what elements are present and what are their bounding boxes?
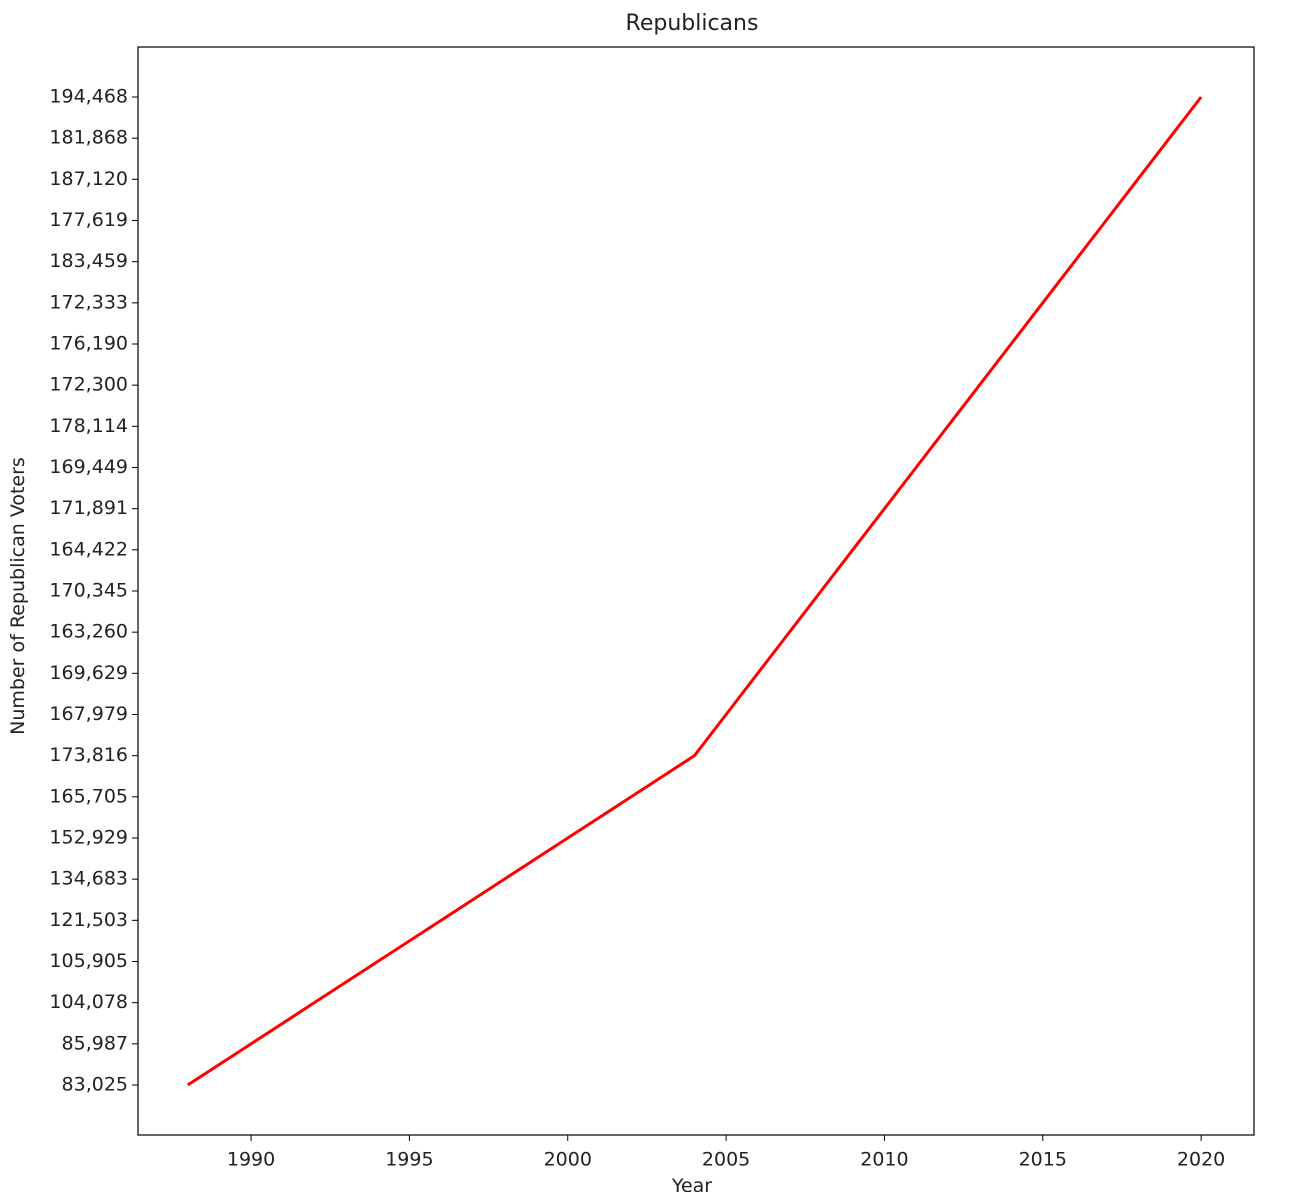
- y-tick-label: 134,683: [49, 868, 128, 890]
- y-tick-label: 172,300: [49, 374, 128, 396]
- x-tick-label: 1995: [385, 1149, 433, 1171]
- y-tick-label: 169,449: [49, 456, 128, 478]
- y-tick-label: 165,705: [49, 785, 128, 807]
- x-tick-label: 2005: [702, 1149, 750, 1171]
- y-tick-label: 167,979: [49, 703, 128, 725]
- x-tick-label: 2000: [544, 1149, 592, 1171]
- y-tick-label: 187,120: [49, 168, 128, 190]
- y-axis-label: Number of Republican Voters: [7, 457, 29, 735]
- x-axis-label: Year: [671, 1175, 712, 1192]
- y-tick-label: 183,459: [49, 250, 128, 272]
- y-tick-label: 178,114: [49, 415, 128, 437]
- y-tick-label: 172,333: [49, 291, 128, 313]
- y-tick-label: 171,891: [49, 497, 128, 519]
- y-tick-label: 181,868: [49, 127, 128, 149]
- y-tick-label: 121,503: [49, 909, 128, 931]
- chart-title: Republicans: [626, 11, 759, 36]
- y-tick-label: 85,987: [62, 1032, 128, 1054]
- x-tick-label: 2010: [860, 1149, 908, 1171]
- y-tick-label: 104,078: [49, 991, 128, 1013]
- y-tick-label: 170,345: [49, 580, 128, 602]
- x-tick-label: 1990: [227, 1149, 275, 1171]
- y-tick-label: 163,260: [49, 621, 128, 643]
- y-tick-label: 83,025: [62, 1074, 128, 1096]
- x-tick-label: 2020: [1177, 1149, 1225, 1171]
- y-tick-label: 194,468: [49, 86, 128, 108]
- data-line: [186, 96, 1203, 1087]
- y-tick-label: 177,619: [49, 209, 128, 231]
- y-tick-label: 164,422: [49, 538, 128, 560]
- y-tick-label: 173,816: [49, 744, 128, 766]
- y-tick-label: 105,905: [49, 950, 128, 972]
- x-tick-label: 2015: [1019, 1149, 1067, 1171]
- y-tick-label: 152,929: [49, 827, 128, 849]
- y-tick-label: 169,629: [49, 662, 128, 684]
- y-tick-label: 176,190: [49, 333, 128, 355]
- axes-frame: [137, 46, 1255, 1136]
